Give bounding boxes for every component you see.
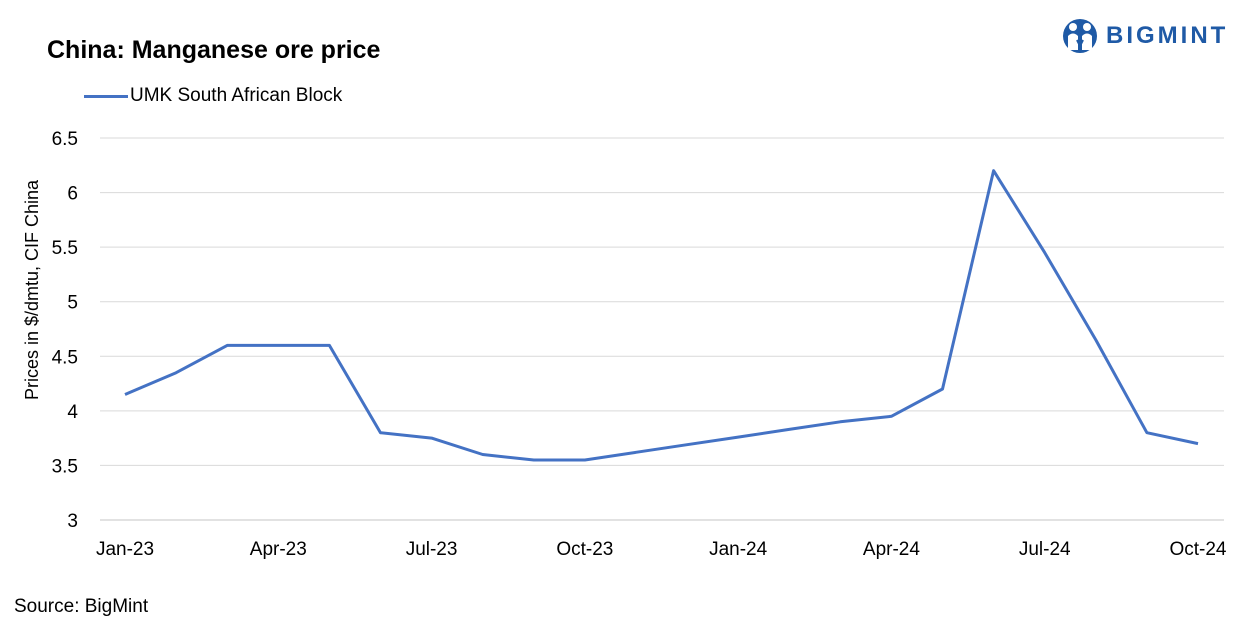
legend: UMK South African Block	[84, 84, 342, 108]
x-tick-label: Apr-24	[863, 539, 920, 560]
y-tick-label: 5.5	[52, 238, 78, 259]
x-tick-label: Jan-23	[96, 539, 154, 560]
brand-name: BIGMINT	[1106, 22, 1229, 49]
x-tick-label: Jul-23	[406, 539, 458, 560]
y-axis-label: Prices in $/dmtu, CIF China	[22, 179, 42, 400]
series-layer	[124, 169, 1199, 462]
source-note: Source: BigMint	[14, 596, 149, 617]
y-tick-label: 4.5	[52, 347, 78, 368]
y-tick-label: 5	[67, 293, 78, 314]
x-tick-label: Oct-24	[1169, 539, 1226, 560]
x-tick-label: Oct-23	[556, 539, 613, 560]
bigmint-people-logo-icon	[1063, 19, 1097, 53]
y-tick-label: 4	[67, 402, 78, 423]
y-tick-label: 3.5	[52, 456, 78, 477]
x-tick-label: Jan-24	[709, 539, 768, 560]
line-chart: 6.5 6 5.5 5 4.5 4 3.5 3 Jan-23 Apr-23 Jul-23 Oct-23…	[22, 129, 1227, 560]
x-tick-label: Apr-23	[250, 539, 307, 560]
y-tick-label: 3	[67, 511, 78, 532]
grid-layer	[100, 137, 1224, 466]
brand-logo: BIGMINT	[1062, 16, 1228, 56]
legend-swatch	[84, 94, 128, 98]
y-tick-label: 6	[67, 184, 78, 205]
axis-layer: 6.5 6 5.5 5 4.5 4 3.5 3 Jan-23 Apr-23 Jul-23 Oct-23…	[52, 129, 1227, 560]
y-tick-label: 6.5	[52, 129, 78, 150]
chart-title: China: Manganese ore price	[47, 36, 381, 64]
x-tick-label: Jul-24	[1019, 539, 1071, 560]
legend-label: UMK South African Block	[130, 85, 343, 106]
series-line	[124, 169, 1199, 462]
